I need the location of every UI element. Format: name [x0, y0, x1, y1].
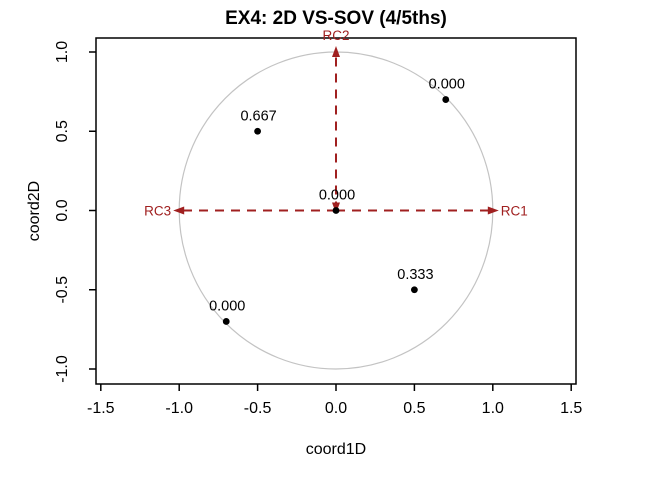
- data-point: [222, 318, 230, 325]
- arrow-label-rc3: RC3: [144, 204, 171, 219]
- y-axis-tick-label: -1.0: [54, 355, 71, 383]
- data-point-label: 0.333: [397, 267, 433, 283]
- data-point-label: 0.000: [429, 77, 465, 93]
- x-axis-tick-label: 0.0: [325, 400, 347, 417]
- y-axis-tick-label: 1.0: [54, 41, 71, 63]
- arrowhead-rc1: [487, 206, 499, 215]
- data-point-label: 0.000: [319, 188, 355, 204]
- x-axis-tick-label: 1.5: [560, 400, 582, 417]
- y-axis-label: coord2D: [26, 180, 43, 242]
- x-axis-tick-label: -0.5: [244, 400, 272, 417]
- arrowhead-rc2: [332, 46, 340, 57]
- data-point-label: 0.667: [240, 108, 276, 124]
- arrow-label-rc2: RC2: [322, 28, 349, 43]
- x-axis-tick-label: 1.0: [482, 400, 504, 417]
- plot-title: EX4: 2D VS-SOV (4/5ths): [225, 8, 447, 29]
- data-point-label: 0.000: [209, 298, 245, 314]
- arrow-label-rc1: RC1: [501, 204, 528, 219]
- data-point: [332, 207, 340, 214]
- data-point: [411, 286, 418, 294]
- arrowhead-rc3: [173, 206, 185, 215]
- data-point: [254, 127, 261, 135]
- y-axis-tick-label: 0.0: [54, 199, 71, 221]
- y-axis-tick-label: -0.5: [54, 276, 71, 304]
- x-axis-tick-label: -1.5: [87, 400, 115, 417]
- x-axis-label: coord1D: [305, 441, 367, 458]
- y-axis-tick-label: 0.5: [54, 120, 71, 142]
- x-axis-tick-label: 0.5: [403, 400, 425, 417]
- x-axis-tick-label: -1.0: [165, 400, 193, 417]
- data-point: [442, 96, 450, 103]
